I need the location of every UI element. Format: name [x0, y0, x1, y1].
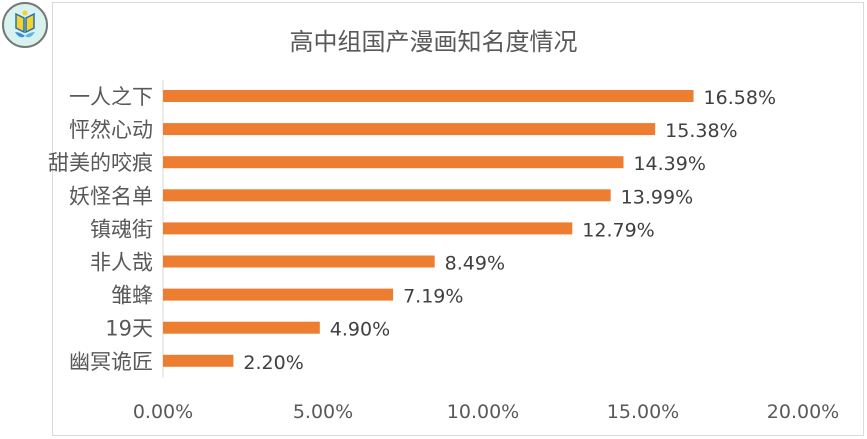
category-label: 非人哉	[90, 251, 153, 275]
x-tick-label: 5.00%	[293, 401, 353, 423]
bar	[163, 189, 611, 202]
chart-frame	[52, 2, 864, 436]
category-label: 幽冥诡匠	[69, 350, 153, 374]
data-label: 4.90%	[330, 319, 390, 341]
data-label: 12.79%	[582, 219, 654, 241]
data-label: 16.58%	[704, 87, 776, 109]
x-tick-label: 20.00%	[767, 401, 839, 423]
category-label: 雏蜂	[111, 284, 153, 308]
data-label: 8.49%	[445, 253, 505, 275]
bar	[163, 90, 694, 102]
bar	[163, 288, 394, 301]
bar	[163, 354, 234, 367]
x-tick-label: 10.00%	[447, 401, 519, 423]
x-tick-label: 0.00%	[133, 401, 193, 423]
data-label: 15.38%	[665, 120, 737, 142]
x-tick-label: 15.00%	[607, 401, 679, 423]
bar	[163, 222, 573, 235]
chart-title: 高中组国产漫画知名度情况	[289, 28, 578, 56]
bar	[163, 255, 435, 268]
category-label: 19天	[105, 317, 153, 341]
bar	[163, 321, 320, 334]
bar	[163, 123, 656, 136]
data-label: 13.99%	[621, 186, 693, 208]
data-label: 14.39%	[633, 153, 705, 175]
logo-book-icon	[2, 2, 48, 48]
category-label: 怦然心动	[69, 118, 153, 142]
data-label: 2.20%	[243, 352, 303, 374]
category-label: 妖怪名单	[69, 184, 153, 208]
category-label: 甜美的咬痕	[48, 151, 153, 175]
data-label: 7.19%	[403, 286, 463, 308]
category-label: 一人之下	[69, 85, 153, 109]
bar	[163, 156, 624, 169]
category-label: 镇魂街	[90, 217, 153, 241]
